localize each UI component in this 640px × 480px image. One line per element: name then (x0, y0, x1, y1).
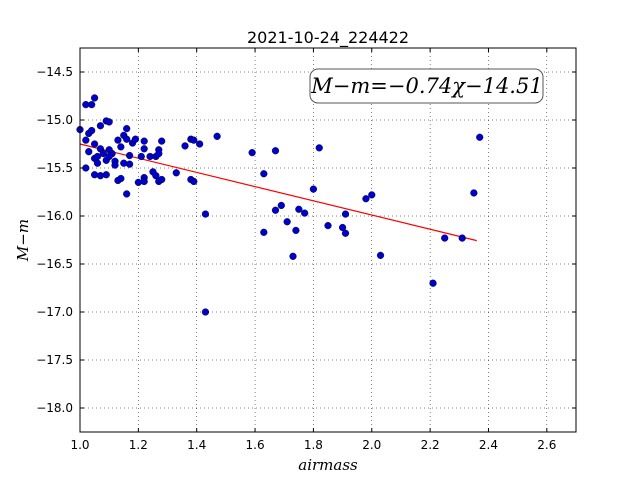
data-point (114, 136, 122, 144)
data-point (140, 177, 148, 186)
data-point (90, 94, 99, 102)
annotation-box (309, 68, 544, 104)
data-point (289, 252, 297, 260)
data-point (123, 190, 131, 198)
data-point (196, 140, 204, 148)
axis-ticks: 1.0 1.2 1.4 1.6 1.8 2.0 2.2 2.4 2.6 −14.5 −15.0 −15… (36, 48, 576, 452)
data-point (295, 205, 303, 213)
y-axis-label: M−m (14, 219, 32, 262)
data-point (301, 209, 309, 217)
data-point (260, 228, 268, 236)
data-point (271, 206, 280, 214)
data-point (131, 135, 140, 143)
data-point (105, 118, 113, 126)
data-point (309, 185, 318, 193)
data-point (172, 169, 180, 177)
data-point (315, 144, 323, 152)
data-point (126, 160, 134, 168)
data-point (123, 135, 131, 143)
y-tick-label: −14.5 (36, 65, 73, 79)
data-point (190, 177, 198, 186)
data-point (213, 132, 221, 140)
plot-frame (79, 47, 577, 433)
fit-line (79, 143, 477, 242)
y-tick-label: −18.0 (36, 401, 73, 415)
y-tick-label: −15.0 (36, 113, 73, 127)
data-point (470, 189, 478, 197)
x-tick-label: 1.0 (70, 438, 89, 452)
data-points (76, 94, 484, 316)
data-point (126, 151, 134, 160)
data-point (260, 170, 268, 178)
y-tick-label: −17.5 (36, 353, 73, 367)
x-tick-label: 1.2 (129, 438, 148, 452)
data-point (181, 142, 189, 150)
y-tick-label: −16.0 (36, 209, 73, 223)
x-tick-label: 2.0 (362, 438, 381, 452)
data-point (362, 195, 370, 203)
data-point (82, 136, 90, 144)
data-point (458, 234, 466, 242)
grid (79, 48, 576, 432)
x-tick-label: 2.6 (537, 438, 556, 452)
data-point (338, 223, 347, 232)
x-tick-label: 1.4 (187, 438, 206, 452)
data-point (99, 150, 107, 158)
data-point (88, 101, 96, 109)
x-tick-label: 1.6 (246, 438, 265, 452)
data-point (111, 161, 119, 169)
x-tick-label: 2.2 (421, 438, 440, 452)
data-point (158, 175, 166, 184)
data-point (201, 210, 210, 218)
data-point (441, 234, 449, 242)
data-point (476, 133, 484, 141)
data-point (341, 229, 350, 237)
data-point (88, 126, 96, 135)
data-point (376, 251, 385, 259)
y-tick-label: −15.5 (36, 161, 73, 175)
data-point (283, 218, 291, 226)
data-point (137, 152, 145, 161)
data-point (152, 172, 160, 180)
x-axis-label: airmass (298, 456, 358, 474)
fit-equation: M−m=−0.74χ−14.51 (310, 74, 542, 98)
data-point (368, 191, 376, 199)
data-point (117, 143, 125, 151)
data-point (271, 147, 280, 155)
data-point (190, 136, 198, 144)
data-point (324, 222, 332, 230)
data-point (123, 125, 131, 133)
data-point (102, 171, 110, 179)
data-point (292, 226, 300, 235)
y-tick-label: −17.0 (36, 305, 73, 319)
x-tick-label: 2.4 (479, 438, 498, 452)
data-point (341, 210, 350, 218)
data-point (85, 148, 93, 156)
data-point (158, 137, 166, 145)
data-point (140, 145, 148, 153)
data-point (201, 308, 210, 316)
data-point (429, 279, 437, 287)
chart-title: 2021-10-24_224422 (247, 28, 409, 48)
data-point (93, 152, 102, 161)
data-point (93, 159, 102, 167)
data-point (277, 201, 285, 210)
fit-line-layer (79, 143, 477, 242)
data-point (96, 122, 105, 130)
x-tick-label: 1.8 (304, 438, 323, 452)
data-point (117, 174, 125, 183)
data-point (155, 150, 163, 158)
data-point (140, 137, 148, 145)
data-point (105, 152, 113, 161)
data-point (90, 140, 99, 148)
y-tick-label: −16.5 (36, 257, 73, 271)
data-point (248, 149, 256, 157)
fit-annotation: M−m=−0.74χ−14.51 (309, 68, 544, 104)
